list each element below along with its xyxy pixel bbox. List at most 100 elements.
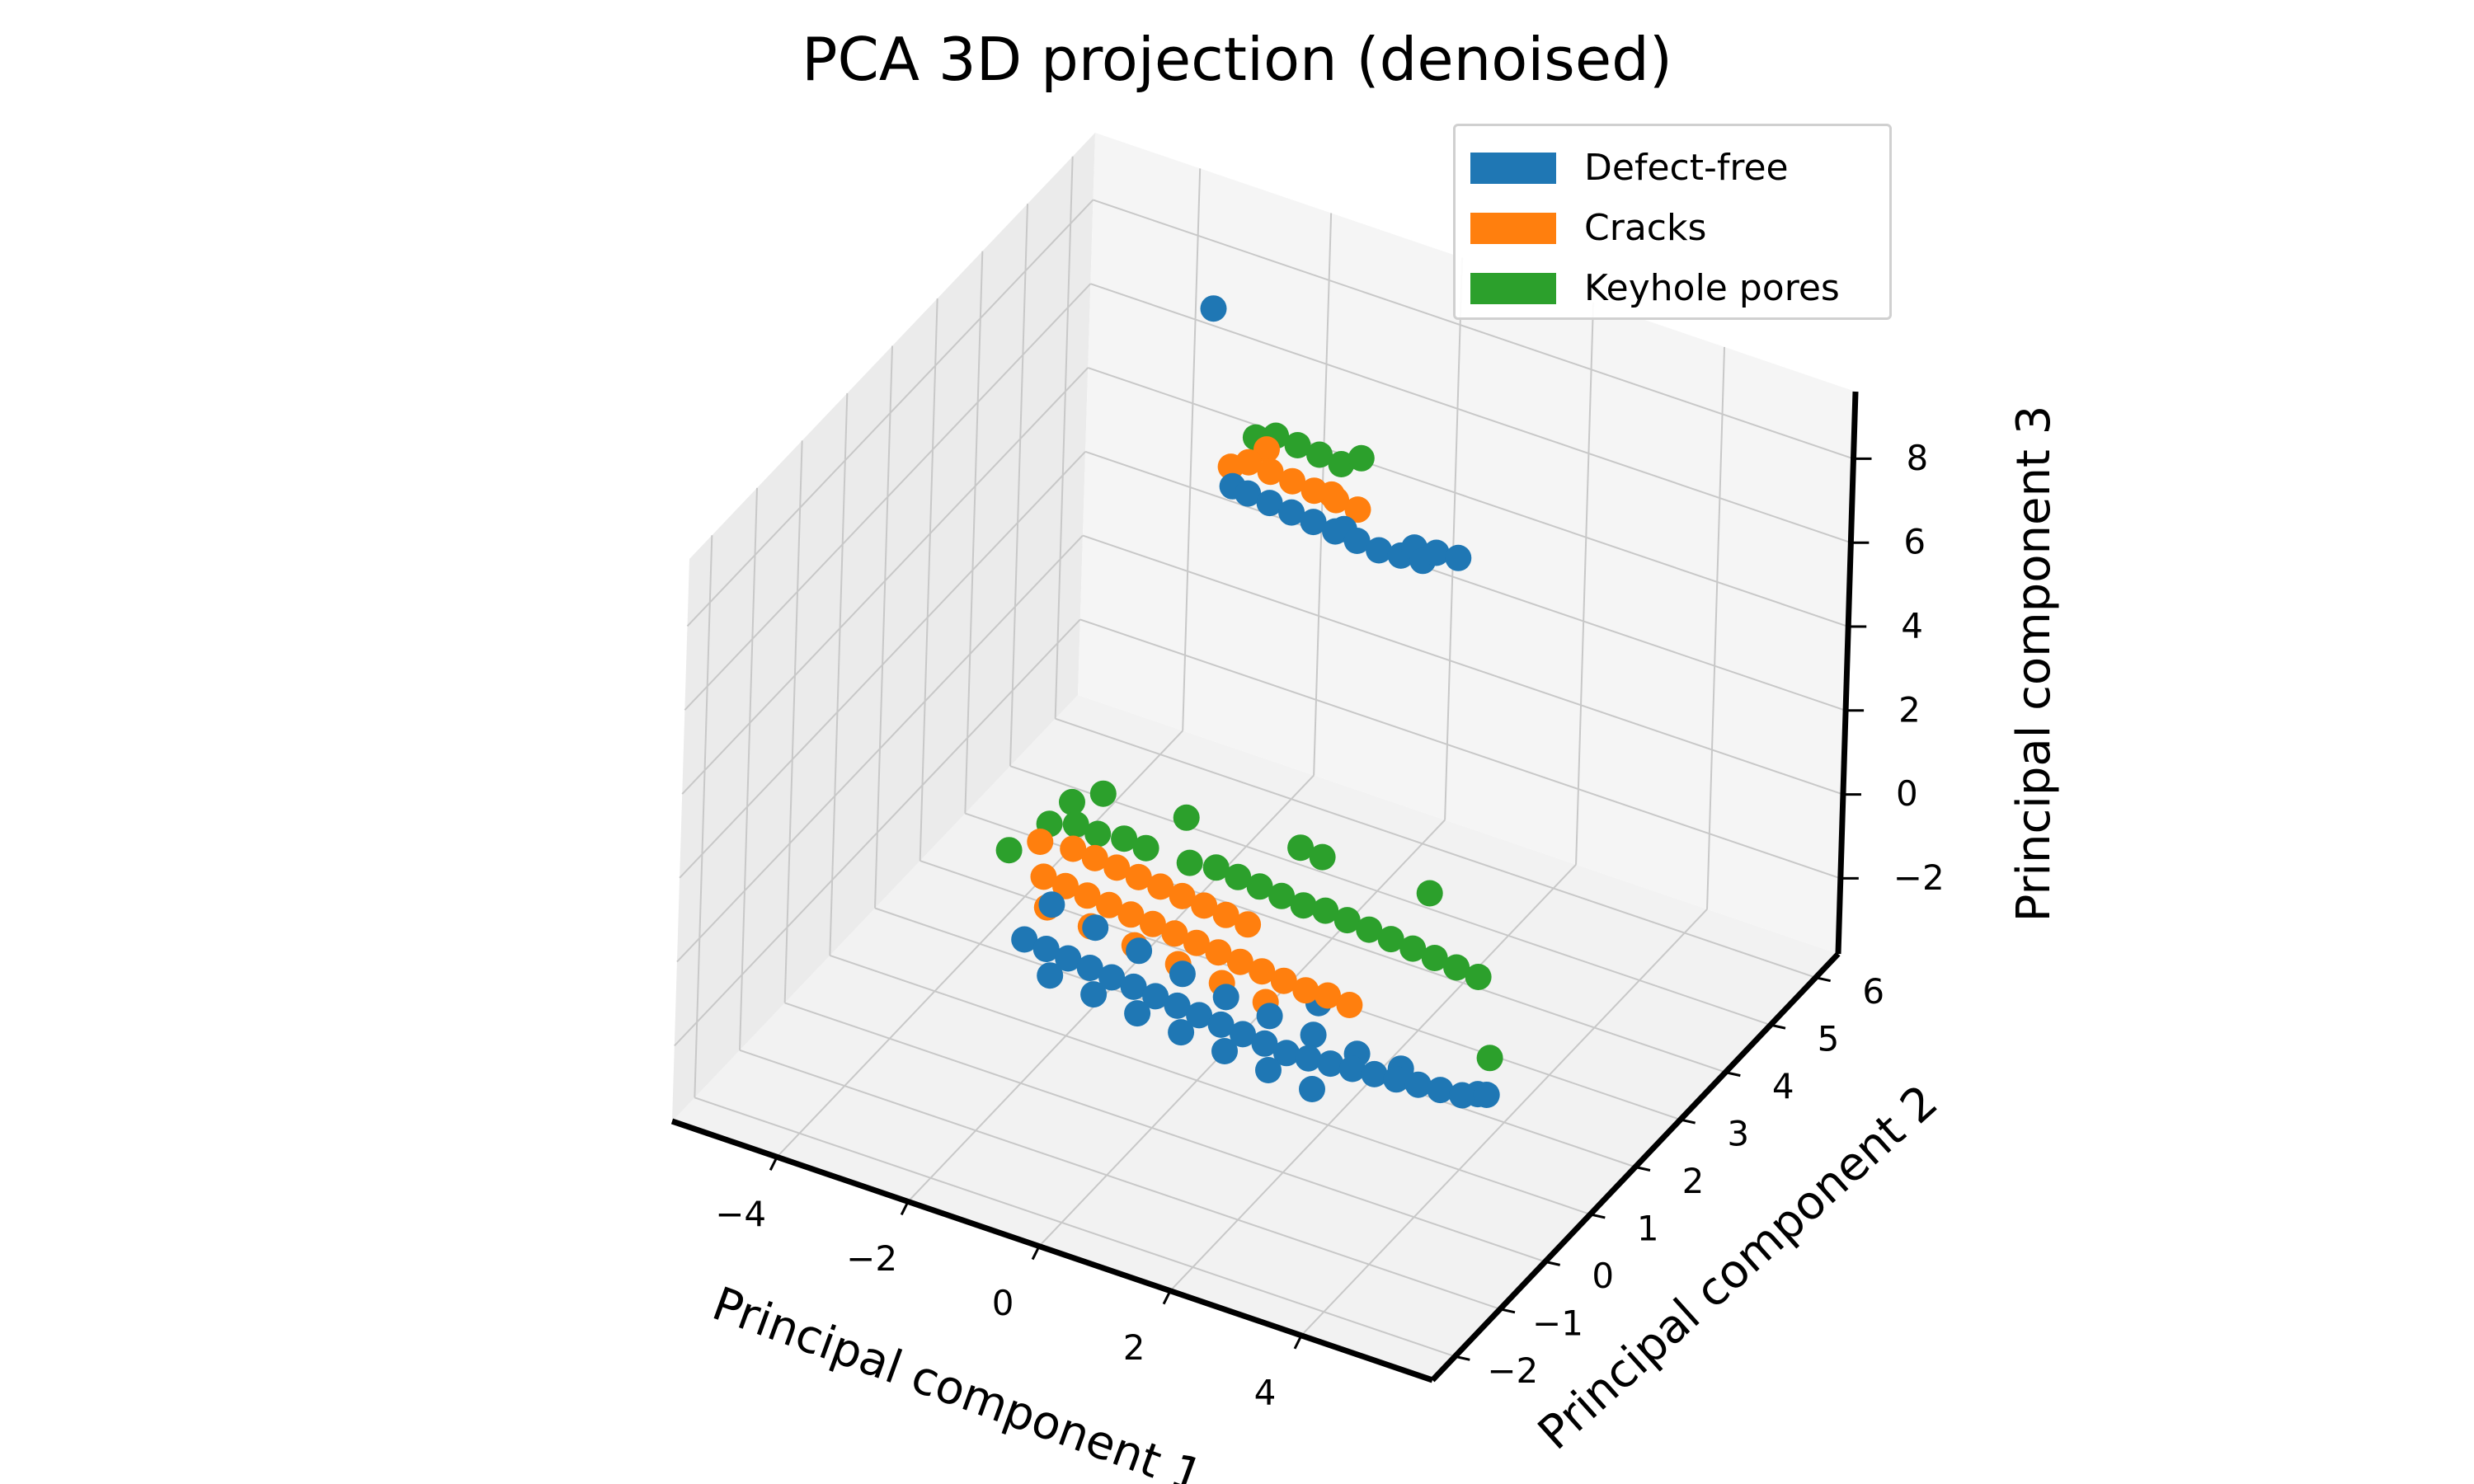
point-cracks-7 xyxy=(1217,453,1244,481)
point-defect-free-48 xyxy=(1212,984,1239,1011)
point-defect-free-18 xyxy=(1076,955,1103,981)
point-defect-free-53 xyxy=(1038,891,1065,918)
x-tick-label-4: 4 xyxy=(1254,1372,1277,1412)
point-keyhole-pores-27 xyxy=(1287,834,1315,862)
point-keyhole-pores-12 xyxy=(1202,854,1230,881)
point-cracks-3 xyxy=(1300,477,1328,505)
grid-z-left-2 xyxy=(679,451,1086,879)
y-tick-3 xyxy=(1590,1213,1606,1219)
point-keyhole-pores-31 xyxy=(1173,804,1200,831)
point-cracks-23 xyxy=(1336,992,1363,1018)
grid-z-back-0 xyxy=(1079,618,1841,880)
point-cracks-25 xyxy=(1060,835,1087,862)
x-tick-label-0: −4 xyxy=(715,1194,766,1234)
y-tick-label-2: 0 xyxy=(1592,1256,1614,1296)
y-tick-6 xyxy=(1725,1071,1741,1078)
point-defect-free-40 xyxy=(1124,1000,1151,1027)
z-tick-label-1: 0 xyxy=(1896,773,1918,814)
point-defect-free-46 xyxy=(1126,937,1153,965)
z-tick-label-3: 4 xyxy=(1901,606,1923,646)
point-cracks-27 xyxy=(1103,854,1131,881)
point-defect-free-6 xyxy=(1343,528,1371,554)
point-defect-free-50 xyxy=(1300,1021,1327,1049)
point-cracks-2 xyxy=(1279,467,1306,495)
point-cracks-29 xyxy=(1147,873,1174,900)
point-cracks-11 xyxy=(1074,882,1101,909)
x-tick-3 xyxy=(1162,1290,1172,1305)
point-defect-free-39 xyxy=(1080,981,1108,1008)
point-defect-free-7 xyxy=(1366,537,1393,564)
grid-x-back-4 xyxy=(1706,346,1726,909)
point-keyhole-pores-13 xyxy=(1225,863,1252,890)
grid-y-floor-2 xyxy=(784,1002,1545,1263)
y-tick-label-6: 4 xyxy=(1772,1066,1794,1106)
point-keyhole-pores-25 xyxy=(1059,788,1085,815)
grid-y-floor-3 xyxy=(830,954,1591,1215)
legend-label-defect-free: Defect-free xyxy=(1584,147,1789,189)
point-cracks-20 xyxy=(1270,967,1297,994)
y-tick-4 xyxy=(1634,1166,1651,1172)
legend-item-keyhole-pores: Keyhole pores xyxy=(1470,258,1874,318)
point-keyhole-pores-1 xyxy=(1284,432,1311,458)
y-tick-label-8: 6 xyxy=(1862,971,1884,1012)
point-defect-free-11 xyxy=(1445,544,1472,571)
z-axis-line xyxy=(1835,391,1859,955)
y-tick-label-7: 5 xyxy=(1818,1019,1840,1059)
y-tick-2 xyxy=(1545,1260,1560,1266)
point-keyhole-pores-28 xyxy=(1309,843,1336,871)
point-defect-free-41 xyxy=(1168,1019,1195,1046)
point-defect-free-23 xyxy=(1186,1002,1213,1029)
grid-z-back-5 xyxy=(1093,199,1854,460)
point-cracks-5 xyxy=(1344,496,1371,524)
z-tick-label-0: −2 xyxy=(1893,857,1945,898)
point-defect-free-31 xyxy=(1361,1060,1388,1087)
legend-item-defect-free: Defect-free xyxy=(1470,138,1874,198)
y-tick-label-3: 1 xyxy=(1637,1208,1659,1248)
y-tick-1 xyxy=(1499,1308,1516,1314)
point-cracks-24 xyxy=(1027,829,1054,855)
point-defect-free-2 xyxy=(1256,490,1283,517)
point-defect-free-37 xyxy=(1473,1082,1500,1108)
point-cracks-13 xyxy=(1117,901,1145,928)
point-cracks-16 xyxy=(1183,929,1210,956)
point-keyhole-pores-11 xyxy=(1176,849,1203,876)
grid-y-left-2 xyxy=(783,440,803,1003)
point-keyhole-pores-15 xyxy=(1268,882,1296,909)
x-tick-label-2: 0 xyxy=(992,1283,1014,1323)
grid-y-left-0 xyxy=(694,535,713,1098)
grid-z-left-4 xyxy=(684,283,1092,711)
x-tick-1 xyxy=(900,1200,910,1216)
grid-x-back-0 xyxy=(1182,168,1202,731)
point-defect-free-10 xyxy=(1423,539,1450,566)
point-defect-free-22 xyxy=(1164,992,1191,1019)
legend: Defect-free Cracks Keyhole pores xyxy=(1453,124,1892,320)
point-cracks-4 xyxy=(1323,486,1350,514)
legend-item-cracks: Cracks xyxy=(1470,198,1874,258)
grid-x-back-2 xyxy=(1444,257,1464,820)
point-keyhole-pores-21 xyxy=(1399,935,1427,962)
point-cracks-12 xyxy=(1096,891,1122,918)
chart-title: PCA 3D projection (denoised) xyxy=(802,25,1672,94)
grid-y-floor-0 xyxy=(694,1097,1456,1358)
y-tick-5 xyxy=(1680,1118,1696,1125)
point-defect-free-16 xyxy=(1032,936,1060,962)
grid-z-back-4 xyxy=(1090,283,1851,544)
grid-z-back-3 xyxy=(1087,367,1849,627)
back-pane xyxy=(1078,133,1856,954)
y-tick-7 xyxy=(1770,1023,1786,1030)
point-defect-free-47 xyxy=(1169,960,1196,988)
point-cracks-1 xyxy=(1257,458,1284,486)
point-keyhole-pores-16 xyxy=(1290,892,1317,919)
point-defect-free-43 xyxy=(1255,1057,1282,1083)
point-defect-free-28 xyxy=(1295,1045,1322,1072)
z-tick-label-2: 2 xyxy=(1898,689,1921,730)
point-defect-free-42 xyxy=(1211,1038,1238,1064)
x-tick-0 xyxy=(769,1156,778,1171)
point-defect-free-45 xyxy=(1082,914,1109,942)
point-keyhole-pores-8 xyxy=(1084,820,1112,848)
point-defect-free-30 xyxy=(1338,1055,1366,1082)
point-defect-free-29 xyxy=(1317,1050,1344,1078)
point-keyhole-pores-26 xyxy=(1089,780,1117,807)
point-keyhole-pores-18 xyxy=(1333,907,1361,934)
